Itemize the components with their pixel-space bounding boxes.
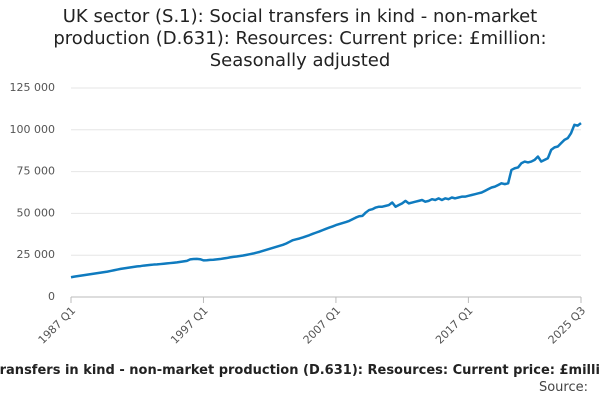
y-tick-label: 0 xyxy=(48,290,55,303)
caption: UK sector (S.1): Social transfers in kin… xyxy=(0,363,600,378)
data-line xyxy=(70,122,582,279)
y-tick-label: 25 000 xyxy=(17,248,56,261)
x-tick-label: 2017 Q1 xyxy=(433,304,476,347)
x-tick-label: 2025 Q3 xyxy=(546,304,589,347)
x-tick-label: 1987 Q1 xyxy=(36,304,79,347)
y-tick-label: 125 000 xyxy=(10,81,56,94)
caption-box: UK sector (S.1): Social transfers in kin… xyxy=(0,363,600,378)
y-tick-label: 50 000 xyxy=(17,206,56,219)
source: Source: xyxy=(538,380,588,395)
chart-title: UK sector (S.1): Social transfers in kin… xyxy=(53,6,547,71)
x-tick-label: 1997 Q1 xyxy=(168,304,211,347)
x-tick-label: 2007 Q1 xyxy=(301,304,344,347)
y-tick-label: 100 000 xyxy=(10,123,56,136)
y-tick-label: 75 000 xyxy=(17,165,56,178)
